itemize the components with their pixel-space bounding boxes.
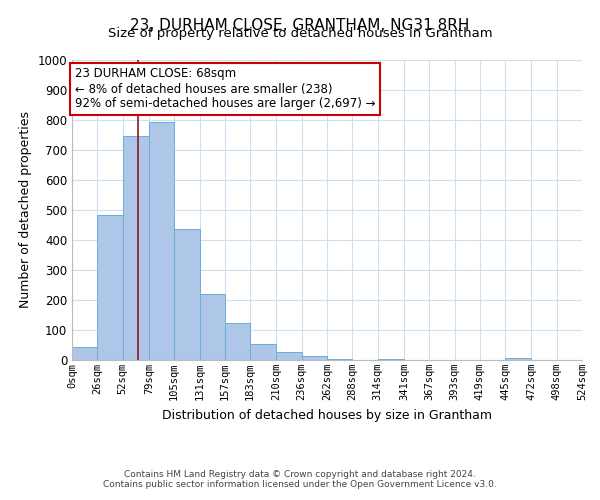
Bar (327, 358, 352, 360)
Bar (377, 359, 404, 360)
Bar (505, 358, 532, 360)
Bar (174, 229, 200, 360)
Text: 23, DURHAM CLOSE, GRANTHAM, NG31 8RH: 23, DURHAM CLOSE, GRANTHAM, NG31 8RH (130, 18, 470, 32)
Bar (302, 356, 327, 360)
Text: Contains HM Land Registry data © Crown copyright and database right 2024.: Contains HM Land Registry data © Crown c… (124, 470, 476, 479)
Bar (122, 136, 149, 360)
Y-axis label: Number of detached properties: Number of detached properties (19, 112, 32, 308)
Bar (199, 294, 225, 360)
Text: 23 DURHAM CLOSE: 68sqm
← 8% of detached houses are smaller (238)
92% of semi-det: 23 DURHAM CLOSE: 68sqm ← 8% of detached … (74, 68, 375, 110)
Bar (225, 322, 250, 360)
Bar (149, 122, 174, 360)
Text: Size of property relative to detached houses in Grantham: Size of property relative to detached ho… (107, 28, 493, 40)
Bar (97, 214, 122, 360)
Bar (277, 352, 302, 360)
Text: Contains public sector information licensed under the Open Government Licence v3: Contains public sector information licen… (103, 480, 497, 489)
X-axis label: Distribution of detached houses by size in Grantham: Distribution of detached houses by size … (162, 408, 492, 422)
Bar (72, 346, 97, 360)
Bar (250, 344, 277, 360)
